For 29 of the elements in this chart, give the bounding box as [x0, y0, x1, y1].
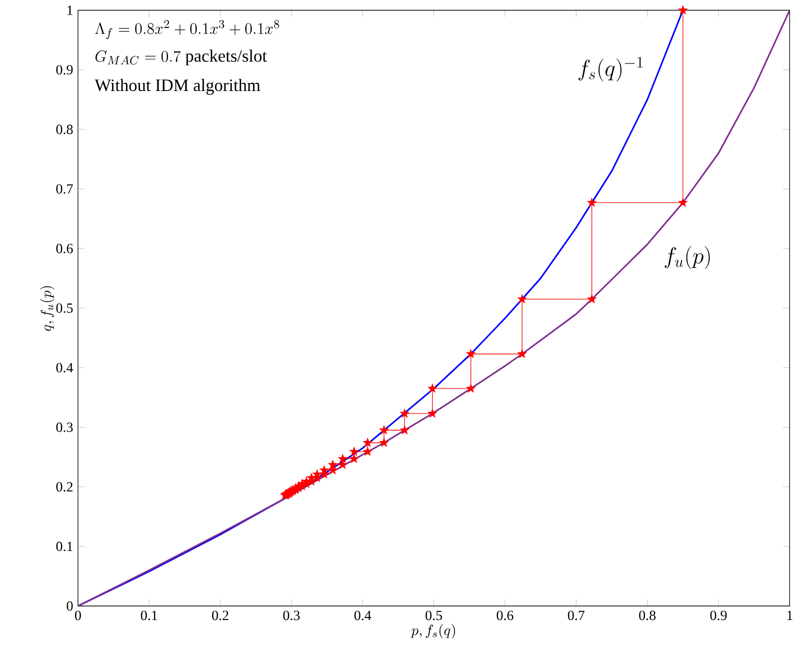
x-tick-label: 0.4	[354, 610, 372, 620]
x-tick-label: 0.2	[212, 610, 228, 620]
y-tick-label: 0.9	[56, 65, 73, 75]
x-tick-label: 0.8	[639, 610, 656, 620]
y-tick-label: 0.3	[56, 422, 73, 432]
x-tick-label: 0.1	[140, 610, 158, 620]
series-label: $f_s(q)^{-1}$	[578, 56, 643, 82]
y-axis-title: $q, f_u(p)$	[40, 286, 55, 331]
y-tick-label: 0.7	[56, 184, 73, 194]
y-tick-label: 0.1	[56, 542, 72, 552]
x-tick-label: 0.5	[426, 610, 442, 620]
y-tick-label: 0.6	[56, 244, 73, 254]
annotation: $G_{MAC} = 0.7\mbox{ packets/slot}$	[95, 50, 267, 66]
x-tick-label: 0.7	[568, 610, 584, 620]
y-tick-label: 0.4	[56, 362, 74, 372]
x-axis-title: $p, f_s(q)$	[410, 624, 455, 639]
y-tick-label: 0.8	[56, 124, 73, 134]
annotation: Without IDM algorithm	[94, 78, 260, 95]
annotation: $\Lambda_f = 0.8x^2 + 0.1x^3 + 0.1x^8$	[95, 20, 280, 40]
x-tick-label: 0.6	[496, 610, 514, 620]
x-tick-label: 0.9	[710, 610, 727, 620]
x-tick-label: 1	[787, 610, 792, 620]
y-tick-label: 0.5	[56, 303, 73, 313]
series-label: $f_u(p)$	[664, 246, 710, 270]
y-tick-label: 1	[68, 6, 72, 15]
x-tick-label: 0	[74, 610, 81, 620]
x-tick-label: 0.3	[283, 610, 300, 620]
y-tick-label: 0	[66, 601, 73, 611]
y-tick-label: 0.2	[56, 482, 72, 492]
